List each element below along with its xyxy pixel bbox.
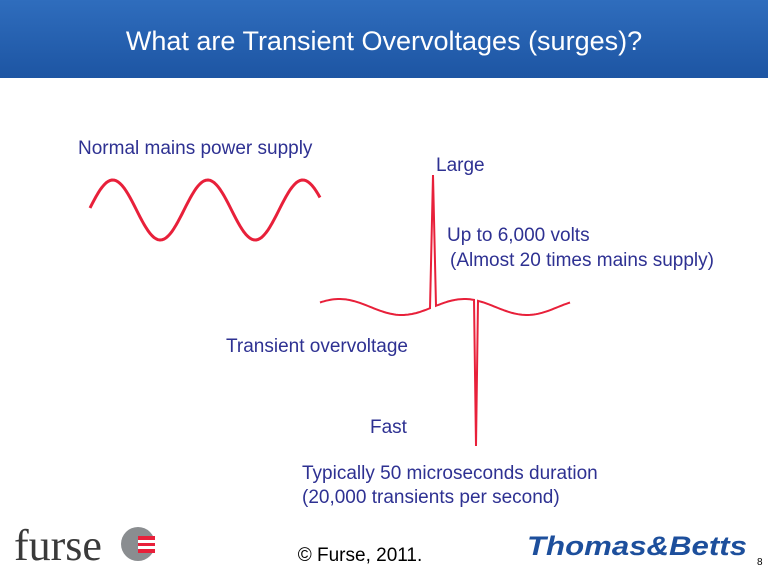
copyright: © Furse, 2011. — [298, 545, 423, 566]
furse-icon — [121, 527, 155, 561]
normal-wave — [88, 178, 322, 242]
label: Fast — [370, 417, 408, 438]
header-band — [0, 0, 768, 78]
furse-logo: furse — [14, 521, 102, 570]
label: Up to 6,000 volts — [447, 225, 590, 246]
page-number: 8 — [757, 557, 763, 568]
label: Normal mains power supply — [78, 138, 313, 159]
label: (Almost 20 times mains supply) — [450, 250, 714, 271]
label: (20,000 transients per second) — [302, 487, 560, 508]
transient-wave — [319, 174, 571, 447]
label: Large — [436, 155, 485, 176]
tb-logo: Thomas&Betts — [527, 531, 747, 561]
slide-title: What are Transient Overvoltages (surges)… — [126, 26, 642, 56]
label: Typically 50 microseconds duration — [302, 463, 598, 484]
label: Transient overvoltage — [226, 336, 408, 357]
